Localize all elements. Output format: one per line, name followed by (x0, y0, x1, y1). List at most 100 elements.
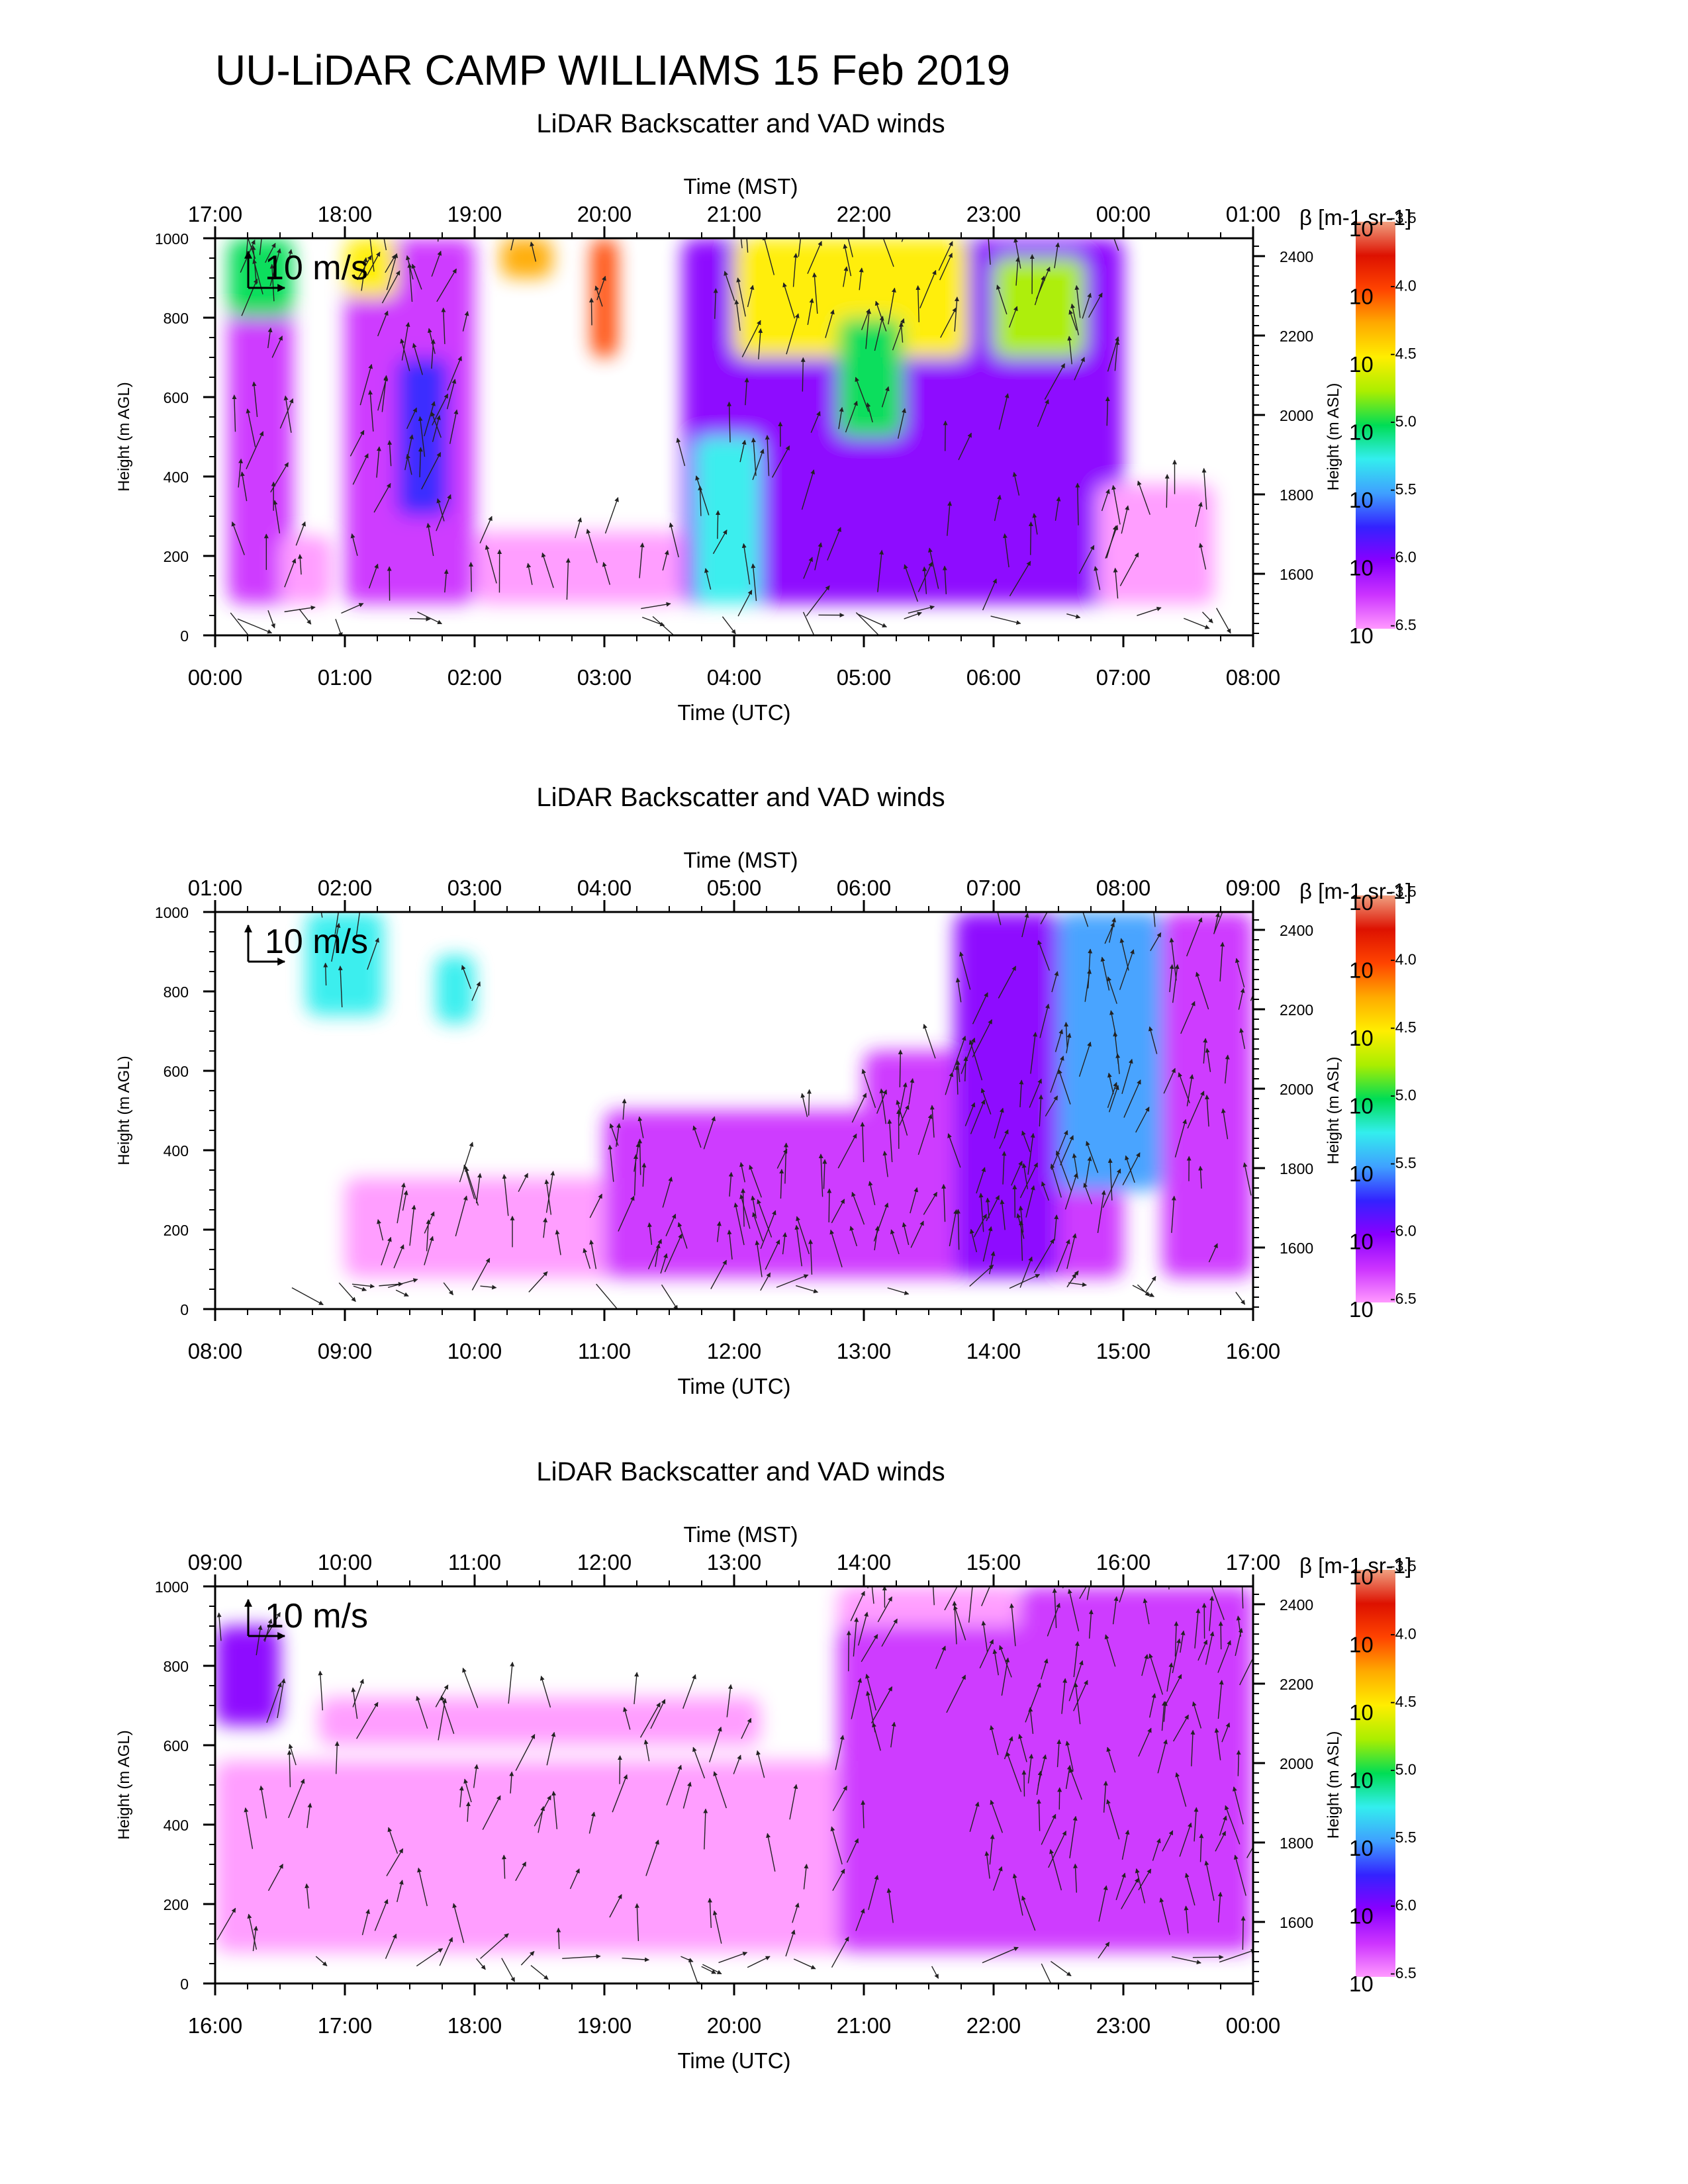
wind-vector (291, 1287, 324, 1306)
y-tick-label: 0 (180, 1301, 189, 1318)
wind-vector (1163, 1068, 1176, 1094)
colorbar-tick-label: 10 -4.5 (1349, 345, 1417, 377)
wind-vector (1025, 1682, 1041, 1723)
wind-vector (1036, 266, 1051, 300)
wind-vector (1101, 488, 1110, 512)
wind-vector (1086, 1586, 1090, 1600)
wind-vector (264, 1618, 273, 1642)
wind-vector (1184, 1872, 1196, 1906)
wind-vector (238, 458, 244, 488)
x-top-tick-label: 04:00 (577, 876, 632, 900)
y-right-tick-label: 1800 (1280, 486, 1313, 504)
wind-vector (1152, 1838, 1161, 1861)
wind-vector (1021, 913, 1029, 938)
wind-vector (546, 1731, 556, 1766)
backscatter-region (318, 1698, 761, 1745)
wind-vector (368, 563, 379, 589)
wind-vector (779, 1169, 784, 1199)
colorbar-tick-exponent: -5.0 (1390, 1087, 1417, 1104)
wind-vector (1164, 1674, 1182, 1707)
wind-vector (710, 1259, 727, 1289)
wind-vector (794, 1224, 802, 1267)
wind-vector (1067, 336, 1072, 365)
wind-vector (919, 269, 937, 308)
wind-vector (876, 1089, 887, 1114)
wind-vector (386, 253, 399, 291)
wind-vector (443, 1282, 454, 1296)
wind-vector (1161, 1701, 1167, 1731)
wind-vector (982, 1946, 1019, 1964)
wind-vector (1192, 1701, 1202, 1729)
wind-vector (441, 307, 446, 344)
wind-vector (1123, 1079, 1141, 1118)
wind-vector (1068, 309, 1078, 331)
wind-vector (868, 1181, 876, 1206)
wind-vector (682, 1674, 696, 1709)
figure-title: UU-LiDAR CAMP WILLIAMS 15 Feb 2019 (215, 46, 1010, 94)
x-tick-label: 03:00 (577, 665, 632, 690)
colorbar-tick-exponent: -6.0 (1390, 1222, 1417, 1240)
wind-vector (424, 1236, 434, 1265)
wind-vector (641, 1162, 647, 1187)
y-right-tick-label: 2400 (1280, 248, 1313, 265)
wind-vector (1205, 1631, 1215, 1665)
wind-vector (509, 1771, 514, 1794)
y-right-tick-label: 2400 (1280, 922, 1313, 939)
wind-vector (765, 1239, 780, 1270)
wind-vector (381, 375, 389, 412)
wind-scale: 10 m/s (244, 1597, 368, 1640)
x-top-tick-label: 15:00 (966, 1550, 1021, 1574)
wind-vector (782, 1232, 788, 1255)
wind-vector (246, 431, 264, 470)
wind-vector (825, 309, 835, 338)
wind-vector (417, 612, 443, 625)
wind-vector (418, 416, 426, 457)
wind-vector (647, 1222, 653, 1245)
wind-vector (1236, 1750, 1241, 1776)
wind-vector (1019, 1256, 1033, 1288)
colorbar-tick-exponent: -3.5 (1390, 209, 1417, 226)
wind-vector (1148, 1026, 1158, 1054)
wind-vector (1015, 257, 1021, 286)
wind-vector (1217, 1891, 1223, 1923)
wind-vector (1107, 1158, 1113, 1201)
wind-vector (1243, 1162, 1252, 1196)
wind-vector (541, 552, 554, 588)
colorbar: β [m-1 sr-1]10 -3.510 -4.010 -4.510 -5.010 -5… (1299, 205, 1417, 648)
wind-vector (1027, 1132, 1035, 1175)
wind-vector (246, 238, 249, 255)
wind-vector (669, 522, 679, 558)
wind-vector (1066, 1273, 1077, 1288)
x-tick-label: 13:00 (837, 1339, 892, 1363)
wind-vector (979, 1639, 994, 1668)
y-tick-label: 1000 (155, 1578, 189, 1596)
wind-vector (1074, 357, 1085, 381)
wind-vector (538, 1805, 545, 1833)
wind-vector (1021, 1163, 1029, 1189)
wind-vector (939, 252, 953, 281)
wind-vector (338, 966, 343, 1008)
colorbar-tick-label: 10 -6.0 (1349, 549, 1417, 580)
x-top-tick-label: 17:00 (1226, 1550, 1281, 1574)
wind-vector (747, 285, 755, 308)
wind-vector (868, 1874, 879, 1911)
wind-vector (1037, 1754, 1047, 1786)
wind-vector (267, 610, 275, 629)
wind-vector (747, 1956, 771, 1968)
wind-vector (837, 1133, 857, 1169)
wind-vector (1088, 293, 1103, 318)
wind-vector (1180, 1001, 1196, 1034)
wind-vector (417, 1867, 428, 1907)
wind-vector (851, 1678, 863, 1719)
wind-vector (256, 1625, 263, 1656)
wind-vector (1052, 1588, 1057, 1628)
panel-subtitle: LiDAR Backscatter and VAD winds (536, 1457, 945, 1486)
wind-vector (555, 1229, 561, 1255)
wind-vector (850, 1590, 865, 1621)
wind-vector (1008, 306, 1018, 328)
colorbar-tick-exponent: -6.0 (1390, 549, 1417, 566)
y-tick-label: 600 (164, 1737, 189, 1754)
wind-vector (1219, 942, 1225, 981)
wind-vector (1064, 1022, 1069, 1048)
wind-vector (602, 562, 611, 585)
